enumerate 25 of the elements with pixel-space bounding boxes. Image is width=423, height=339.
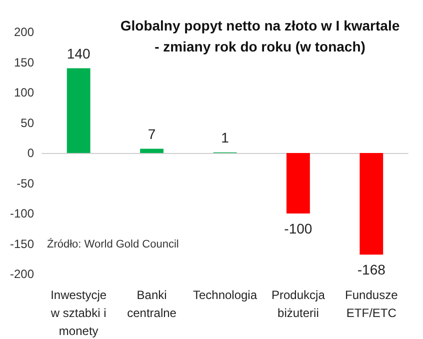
x-tick-label: Banki centralne (127, 288, 177, 320)
data-label: 7 (148, 126, 156, 142)
y-tick-label: 200 (14, 25, 34, 39)
x-tick-label: Technologia (192, 288, 258, 302)
x-tick-label: Fundusze ETF/ETC (345, 288, 398, 320)
y-tick-label: -150 (10, 236, 34, 251)
y-tick-label: 150 (14, 55, 34, 70)
data-label: -168 (357, 262, 386, 278)
bar (286, 153, 310, 214)
y-tick-label: 100 (14, 86, 34, 100)
bar (140, 148, 164, 153)
chart-title: Globalny popyt netto na złoto w I kwartale - zmiany rok do roku (w tonach) (120, 18, 400, 54)
data-label: 140 (66, 45, 90, 62)
annotation: Źródło: World Gold Council (47, 238, 179, 250)
y-tick-label: 0 (27, 146, 34, 160)
y-tick-label: -50 (16, 176, 34, 190)
data-label: -100 (284, 220, 312, 236)
bar (66, 68, 90, 153)
x-tick-label: Produkcja biżuterii (272, 288, 326, 320)
y-tick-label: -100 (10, 206, 34, 220)
x-tick-label: Inwestycje w sztabki i monety (50, 288, 107, 338)
data-label: 1 (221, 129, 230, 146)
bar (360, 153, 384, 255)
y-tick-label: 50 (20, 116, 34, 130)
y-tick-label: -200 (10, 267, 34, 281)
